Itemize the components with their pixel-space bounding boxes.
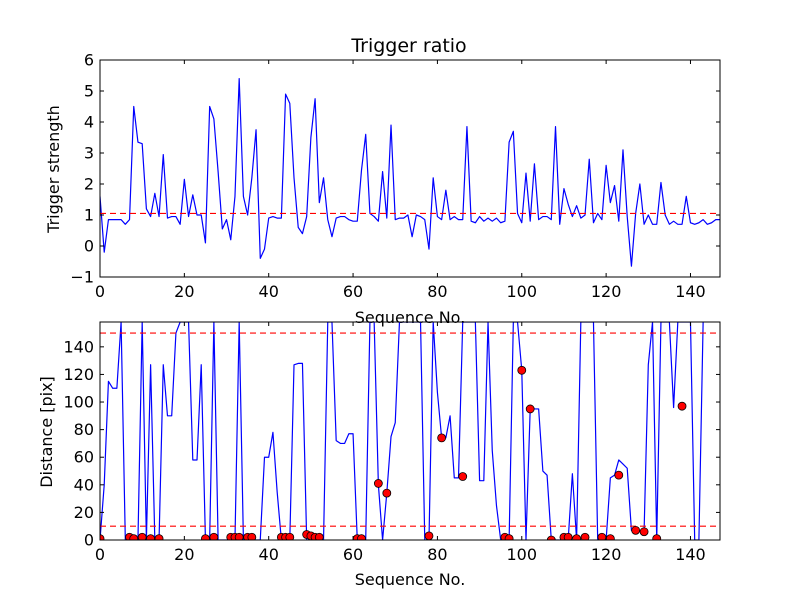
data-marker <box>373 479 383 488</box>
data-marker <box>285 532 295 540</box>
plot-area <box>100 77 720 267</box>
x-tick-label: 0 <box>95 282 105 301</box>
data-marker <box>234 532 244 540</box>
x-tick-label: 80 <box>427 545 447 564</box>
x-tick-label: 20 <box>174 545 194 564</box>
data-marker <box>314 532 324 540</box>
x-tick-label: 140 <box>675 545 706 564</box>
y-tick-label: 40 <box>74 475 94 494</box>
x-tick-label: 120 <box>591 545 622 564</box>
y-tick-label: −1 <box>70 268 94 287</box>
x-axis-label: Sequence No. <box>355 570 466 589</box>
data-marker <box>437 433 447 443</box>
y-tick-label: 2 <box>84 175 94 194</box>
axes-frame <box>99 59 721 278</box>
y-axis-ticks: −1 0 1 2 3 4 5 6 <box>70 51 720 287</box>
data-marker <box>639 527 649 537</box>
data-marker <box>563 532 573 540</box>
y-tick-label: 0 <box>84 237 94 256</box>
x-axis-label: Sequence No. <box>355 308 466 327</box>
x-tick-label: 60 <box>343 282 363 301</box>
series-line-0 <box>100 77 720 267</box>
trigger-ratio-panel: Trigger ratio 0 20 40 60 80 100 120 140 −101234… <box>44 35 721 327</box>
data-marker <box>504 534 514 540</box>
plot-area <box>100 322 720 540</box>
x-tick-label: 20 <box>174 282 194 301</box>
y-tick-label: 1 <box>84 206 94 225</box>
data-marker <box>517 365 527 375</box>
data-marker <box>525 404 535 414</box>
y-tick-label: 5 <box>84 82 94 101</box>
data-marker <box>677 401 687 411</box>
data-marker <box>100 534 105 540</box>
x-tick-label: 100 <box>506 282 537 301</box>
data-marker <box>572 534 581 540</box>
data-marker <box>247 532 257 540</box>
data-marker <box>605 534 615 540</box>
x-tick-label: 140 <box>675 282 706 301</box>
x-tick-label: 120 <box>591 282 622 301</box>
data-marker <box>546 535 556 540</box>
y-tick-label: 3 <box>84 144 94 163</box>
x-axis-ticks: 0 20 40 60 80 100 120 140 <box>95 60 706 301</box>
data-marker <box>631 525 641 535</box>
distance-panel: 0 20 40 60 80 100 120 140 0 20 40 60 80 100 120 140 Se… <box>37 321 721 589</box>
data-marker <box>137 532 147 540</box>
x-tick-label: 0 <box>95 545 105 564</box>
y-tick-label: 80 <box>74 420 94 439</box>
series-line-0 <box>100 322 704 540</box>
data-marker <box>209 532 219 540</box>
y-axis-ticks: 0 20 40 60 80 100 120 140 <box>63 337 720 550</box>
y-tick-label: 100 <box>63 393 94 412</box>
y-tick-label: 4 <box>84 113 94 132</box>
data-marker <box>424 531 434 540</box>
data-marker <box>357 534 366 540</box>
x-tick-label: 40 <box>259 545 279 564</box>
data-marker <box>154 534 164 540</box>
y-tick-label: 6 <box>84 51 94 70</box>
data-marker <box>458 472 468 481</box>
x-axis-ticks: 0 20 40 60 80 100 120 140 <box>95 322 706 564</box>
x-tick-label: 60 <box>343 545 363 564</box>
data-marker <box>652 534 662 540</box>
data-marker <box>614 470 624 480</box>
data-marker <box>146 534 156 540</box>
y-tick-label: 140 <box>63 337 94 356</box>
y-tick-label: 60 <box>74 448 94 467</box>
y-axis-label: Trigger strength <box>44 105 63 234</box>
y-tick-label: 0 <box>84 531 94 550</box>
axes-frame <box>99 321 721 541</box>
data-marker <box>580 532 590 540</box>
data-marker <box>129 534 139 540</box>
data-marker <box>382 488 392 498</box>
x-tick-label: 100 <box>506 545 537 564</box>
x-tick-label: 40 <box>259 282 279 301</box>
data-marker <box>201 534 210 540</box>
y-tick-label: 20 <box>74 503 94 522</box>
y-axis-label: Distance [pix] <box>37 376 56 488</box>
y-tick-label: 120 <box>63 365 94 384</box>
x-tick-label: 80 <box>427 282 447 301</box>
chart-title: Trigger ratio <box>350 35 466 57</box>
